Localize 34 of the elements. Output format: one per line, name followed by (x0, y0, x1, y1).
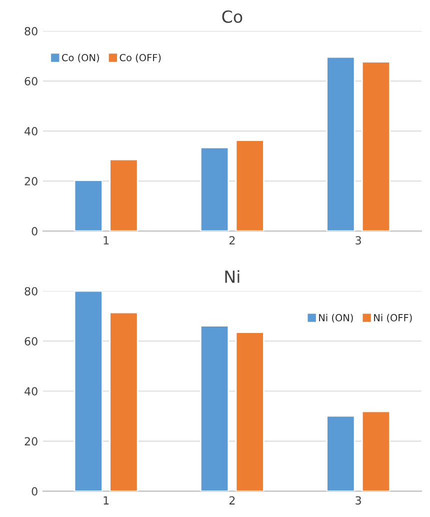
bar (326, 415, 356, 492)
bar (74, 291, 103, 492)
bar (200, 325, 230, 492)
y-tick-label: 40 (24, 127, 38, 136)
bar (74, 180, 103, 232)
legend-label: Co (ON) (62, 54, 99, 62)
x-tick-label: 2 (229, 496, 235, 504)
y-tick-label: 80 (24, 287, 38, 296)
x-tick-label: 3 (356, 236, 361, 245)
y-tick-label: 60 (24, 77, 38, 86)
legend-label: Ni (OFF) (374, 314, 412, 323)
bar (235, 140, 264, 232)
x-tick-label: 2 (229, 236, 235, 244)
bar (326, 56, 356, 232)
y-tick-label: 80 (24, 26, 38, 36)
x-tick-label: 3 (356, 496, 361, 505)
bar (200, 146, 230, 232)
y-tick-label: 0 (32, 487, 38, 496)
bar (235, 332, 264, 492)
y-tick-label: 20 (24, 437, 38, 446)
x-tick-label: 1 (104, 496, 109, 504)
bar (361, 61, 391, 232)
x-tick-label: 1 (104, 236, 109, 244)
y-tick-label: 0 (32, 227, 38, 236)
legend-label: Ni (ON) (319, 314, 353, 323)
y-tick-label: 20 (24, 177, 38, 186)
legend-label: Co (OFF) (120, 54, 161, 62)
chart-title: Co (222, 10, 242, 23)
y-tick-label: 60 (24, 337, 38, 346)
bar (109, 312, 138, 492)
chart-title: Ni (225, 270, 240, 283)
bar (361, 410, 391, 492)
bar (109, 158, 138, 232)
y-tick-label: 40 (24, 387, 38, 396)
